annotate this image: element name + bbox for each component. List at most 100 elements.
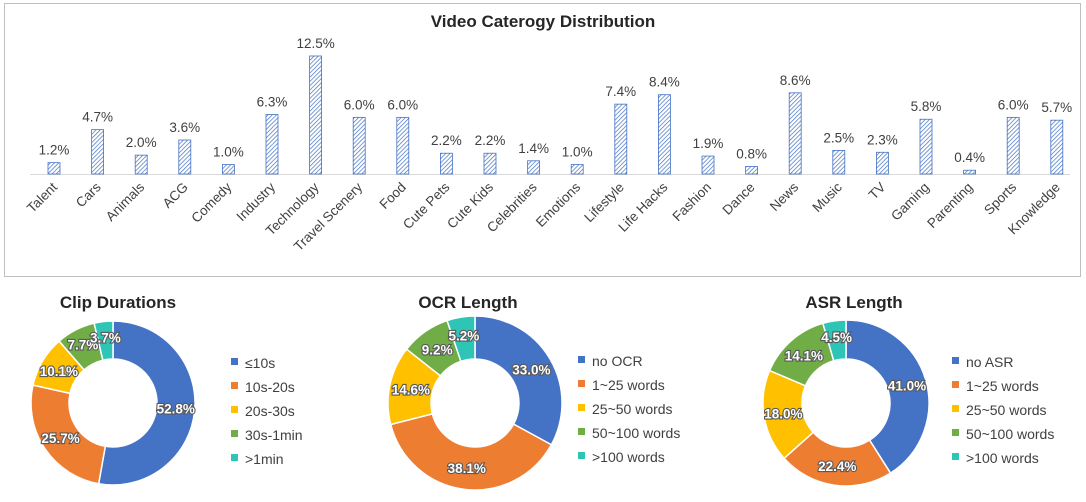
- legend-swatch: [952, 357, 959, 364]
- bar-emotions: [570, 164, 584, 175]
- clip-durations-title: Clip Durations: [60, 293, 176, 312]
- bar-value-label: 6.0%: [344, 97, 375, 112]
- donut-value-label: 18.0%: [764, 406, 802, 421]
- bar-food: [396, 116, 410, 175]
- bar-music: [832, 149, 846, 175]
- bar-value-label: 5.8%: [911, 99, 942, 114]
- bar-value-label: 1.2%: [39, 143, 70, 158]
- bar-value-label: 5.7%: [1041, 100, 1072, 115]
- donut-value-label: 52.8%: [157, 402, 195, 417]
- bar-value-label: 8.4%: [649, 75, 680, 90]
- donut-labels: 52.8% 25.7% 10.1% 7.7%3.7%: [39, 329, 196, 447]
- bar-category-label: Animals: [103, 179, 148, 224]
- bar-category-label: Fashion: [670, 180, 715, 225]
- bar-talent: [47, 162, 61, 175]
- ocr-length-title: OCR Length: [418, 293, 517, 312]
- bar-value-label: 6.3%: [257, 95, 288, 110]
- legend-swatch: [231, 406, 238, 413]
- bar-parenting: [963, 169, 976, 175]
- bar-fashion: [701, 155, 715, 175]
- legend-label: 1~25 words: [592, 377, 665, 393]
- bar-value-label: 2.2%: [475, 133, 506, 148]
- donut-value-label: 38.1%: [448, 461, 486, 476]
- donut-slices: [762, 319, 930, 487]
- legend-label: 30s-1min: [245, 427, 303, 443]
- donut-value-label: 7.7%: [67, 337, 98, 352]
- bar-value-label: 1.4%: [518, 141, 549, 156]
- donut-value-label: 22.4%: [818, 459, 856, 474]
- bar-value-label: 2.2%: [431, 133, 462, 148]
- bar-tv: [876, 151, 889, 175]
- clip-durations-donut-chart: Clip Durations 52.8% 25.7% 10.1% 7.7%3.7% ≤1…: [30, 293, 303, 486]
- bar-category-label: Food: [377, 180, 409, 212]
- legend-label: 20s-30s: [245, 403, 295, 419]
- donut-value-label: 25.7%: [41, 431, 79, 446]
- legend-label: >100 words: [592, 449, 665, 465]
- bar-category-label: Gaming: [888, 180, 932, 224]
- donut-value-label: 10.1%: [40, 364, 78, 379]
- bar-sports: [1006, 116, 1020, 175]
- legend-swatch: [231, 358, 238, 365]
- bar-value-label: 8.6%: [780, 73, 811, 88]
- bar-category-label: Talent: [24, 179, 60, 215]
- donut-value-label: 3.7%: [90, 330, 121, 345]
- asr-length-chart-panel: ASR Length 41.0% 22.4% 18.0% 14.1% 4.5% no AS…: [726, 282, 1084, 497]
- legend-swatch: [952, 381, 959, 388]
- legend-swatch: [231, 382, 238, 389]
- clip-durations-chart-panel: Clip Durations 52.8% 25.7% 10.1% 7.7% 3.7% ≤1…: [2, 282, 357, 497]
- donut-value-label: 14.6%: [392, 382, 430, 397]
- bar-lifestyle: [614, 103, 628, 175]
- bar-category-label: Music: [809, 179, 845, 215]
- donut-legend: ≤10s 10s-20s 20s-30s 30s-1min >1min: [231, 355, 303, 467]
- category-bar-chart-panel: Video Caterogy Distribution 1.2% Talent 4.…: [4, 3, 1081, 277]
- bar-category-label: Cute Pets: [400, 179, 453, 232]
- donut-value-label: 33.0%: [512, 363, 550, 378]
- legend-label: 1~25 words: [966, 378, 1039, 394]
- legend-label: 10s-20s: [245, 379, 295, 395]
- bar-category-label: Industry: [234, 179, 279, 224]
- donut-slice-1: [389, 412, 553, 491]
- bar-animals: [134, 154, 148, 175]
- bar-chart-title: Video Caterogy Distribution: [431, 12, 656, 31]
- bar-category-label: News: [767, 179, 802, 214]
- legend-swatch: [231, 430, 238, 437]
- bar-news: [788, 92, 802, 175]
- donut-slice-0: [845, 319, 930, 475]
- legend-label: ≤10s: [245, 355, 275, 371]
- ocr-length-donut-chart: OCR Length 33.0% 38.1% 14.6% 9.2%5.2% no OCR…: [387, 293, 680, 491]
- bar-gaming: [919, 118, 933, 175]
- bar-value-label: 1.0%: [213, 145, 244, 160]
- bar-value-label: 2.5%: [823, 130, 854, 145]
- bar-travel-scenery: [352, 116, 366, 175]
- bar-value-label: 0.8%: [736, 146, 767, 161]
- bar-value-label: 6.0%: [387, 97, 418, 112]
- bar-value-label: 1.0%: [562, 145, 593, 160]
- legend-swatch: [952, 405, 959, 412]
- bar-category-label: Sports: [981, 179, 1019, 217]
- donut-value-label: 4.5%: [821, 330, 852, 345]
- bar-industry: [265, 114, 279, 175]
- donut-slice-0: [97, 320, 196, 486]
- donut-value-label: 9.2%: [422, 343, 453, 358]
- legend-swatch: [578, 380, 585, 387]
- bar-acg: [178, 139, 192, 175]
- bar-value-label: 0.4%: [954, 150, 985, 165]
- bar-category-label: Comedy: [188, 179, 234, 225]
- legend-label: no ASR: [966, 354, 1013, 370]
- donut-slices: [387, 315, 563, 491]
- bar-knowledge: [1050, 119, 1064, 175]
- donut-slice-1: [30, 384, 107, 485]
- bar-category-label: Cars: [73, 179, 104, 210]
- legend-swatch: [231, 454, 238, 461]
- donut-slices: [30, 320, 196, 486]
- legend-swatch: [578, 452, 585, 459]
- legend-swatch: [578, 356, 585, 363]
- asr-length-donut-chart: ASR Length 41.0% 22.4% 18.0% 14.1% 4.5% no AS…: [762, 293, 1054, 487]
- bar-category-label: Emotions: [533, 179, 584, 230]
- bar-cute-pets: [439, 152, 453, 175]
- donut-labels: 41.0% 22.4% 18.0% 14.1% 4.5%: [763, 329, 927, 475]
- legend-swatch: [578, 404, 585, 411]
- donut-value-label: 14.1%: [785, 349, 823, 364]
- bar-category-label: ACG: [160, 180, 191, 211]
- donut-slice-4: [821, 319, 847, 362]
